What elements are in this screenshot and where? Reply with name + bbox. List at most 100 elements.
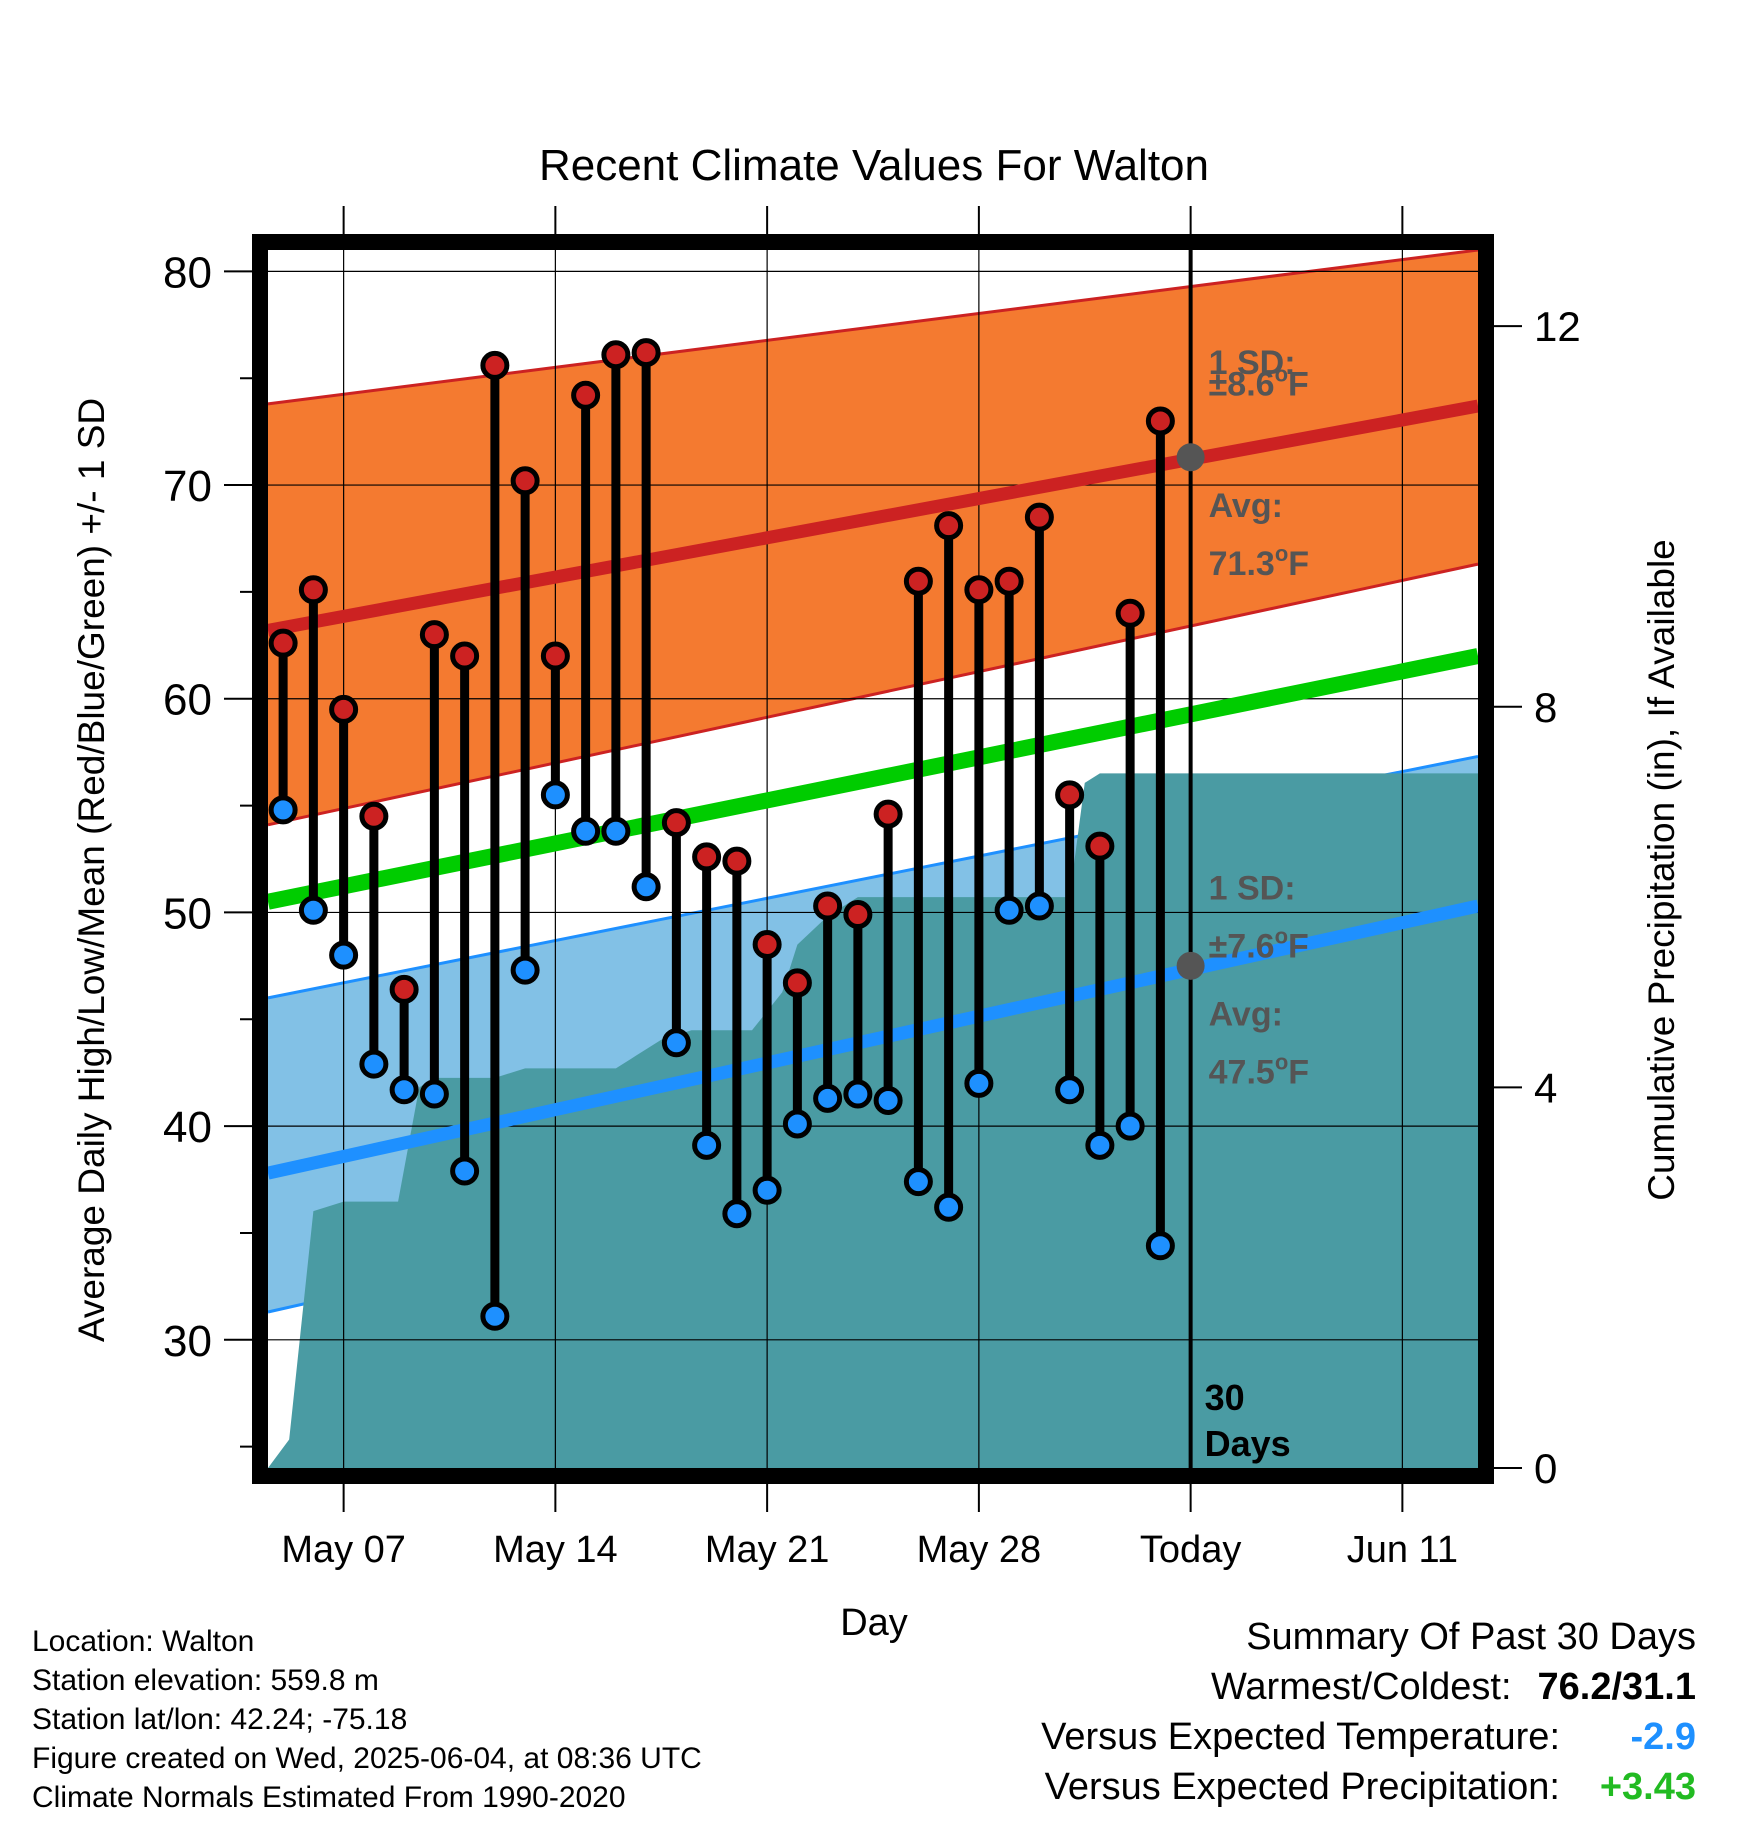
high-band-upper-edge — [267, 248, 1479, 406]
low-point — [359, 1049, 389, 1079]
low-point — [450, 1156, 480, 1186]
low-point — [813, 1083, 843, 1113]
high-point — [964, 575, 994, 605]
low-point — [1085, 1130, 1115, 1160]
y-tick-label: 60 — [163, 676, 212, 725]
low-avg-label: Avg: — [1209, 996, 1283, 1034]
low-point — [964, 1068, 994, 1098]
x-tick-label: May 28 — [917, 1529, 1042, 1571]
low-point — [540, 780, 570, 810]
high-point — [601, 340, 631, 370]
high-point — [752, 929, 782, 959]
high-point — [934, 511, 964, 541]
low-avg-today-marker — [1176, 951, 1205, 980]
high-point — [692, 842, 722, 872]
y2-tick-label: 12 — [1534, 303, 1581, 350]
summary-heading: Summary Of Past 30 Days — [1246, 1616, 1696, 1658]
low-point — [994, 895, 1024, 925]
mean-line — [266, 648, 1480, 910]
y2-tick-label: 4 — [1534, 1064, 1557, 1111]
y2-tick-label: 0 — [1534, 1445, 1557, 1492]
low-point — [1055, 1075, 1085, 1105]
low-point — [752, 1175, 782, 1205]
high-point — [450, 641, 480, 671]
y-tick-label: 40 — [163, 1103, 212, 1152]
summary-panel: Summary Of Past 30 Days Warmest/Coldest:… — [1041, 1612, 1696, 1812]
station-info: Location: Walton Station elevation: 559.… — [32, 1622, 702, 1817]
high-point — [1024, 502, 1054, 532]
high-point — [419, 620, 449, 650]
summary-prcp: Versus Expected Precipitation: +3.43 — [1041, 1762, 1696, 1812]
precipitation-area — [268, 773, 1478, 1468]
high-point — [903, 566, 933, 596]
x-tick-label: May 07 — [281, 1529, 406, 1571]
low-sd-label: 1 SD: — [1209, 870, 1296, 908]
high-point — [722, 846, 752, 876]
high-avg-label: Avg: — [1209, 487, 1283, 525]
low-point — [934, 1192, 964, 1222]
low-point — [419, 1079, 449, 1109]
latlon-text: Station lat/lon: 42.24; -75.18 — [32, 1703, 408, 1736]
high-point — [298, 575, 328, 605]
high-mean-line — [266, 399, 1480, 637]
high-point — [661, 808, 691, 838]
high-point — [1055, 780, 1085, 810]
y2-tick-label: 8 — [1534, 684, 1557, 731]
warm-cold-label: Warmest/Coldest: — [1210, 1666, 1512, 1708]
low-point — [631, 872, 661, 902]
y-axis-label: Average Daily High/Low/Mean (Red/Blue/Gr… — [71, 398, 112, 1342]
high-band-lower-edge — [267, 562, 1479, 827]
x-tick-label: Jun 11 — [1347, 1529, 1458, 1571]
x-tick-label: May 14 — [493, 1529, 618, 1571]
low-point — [782, 1109, 812, 1139]
low-point — [480, 1301, 510, 1331]
low-point — [843, 1079, 873, 1109]
high-point — [268, 628, 298, 658]
temp-label: Versus Expected Temperature: — [1041, 1716, 1560, 1758]
x-axis-label: Day — [840, 1602, 908, 1644]
high-avg-today-marker — [1176, 443, 1205, 472]
high-point — [389, 974, 419, 1004]
low-point — [1145, 1231, 1175, 1261]
chart-title: Recent Climate Values For Walton — [539, 141, 1209, 190]
high-point — [571, 380, 601, 410]
low-sd-value: ±7.6oF — [1209, 923, 1309, 965]
high-point — [843, 900, 873, 930]
low-mean-line — [266, 899, 1480, 1180]
created-text: Figure created on Wed, 2025-06-04, at 08… — [32, 1742, 702, 1775]
y2-axis-label: Cumulative Precipitation (in), If Availa… — [1641, 539, 1682, 1201]
prcp-label: Versus Expected Precipitation: — [1044, 1766, 1560, 1808]
high-point — [1145, 406, 1175, 436]
y-tick-label: 50 — [163, 889, 212, 938]
today-days-line2: Days — [1205, 1423, 1291, 1464]
low-point — [1115, 1111, 1145, 1141]
warm-cold-value: 76.2/31.1 — [1537, 1666, 1696, 1708]
summary-temp: Versus Expected Temperature: -2.9 — [1041, 1712, 1696, 1762]
y-tick-label: 30 — [163, 1317, 212, 1366]
high-sd-label: 1 SD: — [1209, 344, 1296, 382]
y-tick-label: 80 — [163, 248, 212, 297]
y-tick-label: 70 — [163, 462, 212, 511]
location-text: Location: Walton — [32, 1625, 255, 1658]
low-point — [571, 816, 601, 846]
low-avg-value: 47.5oF — [1209, 1049, 1309, 1091]
high-point — [631, 338, 661, 368]
high-point — [782, 968, 812, 998]
high-point — [873, 799, 903, 829]
high-point — [329, 694, 359, 724]
plot-frame — [252, 234, 1494, 1484]
low-point — [298, 895, 328, 925]
normals-text: Climate Normals Estimated From 1990-2020 — [32, 1781, 626, 1814]
low-point — [903, 1167, 933, 1197]
high-point — [1085, 831, 1115, 861]
high-point — [1115, 598, 1145, 628]
x-tick-label: May 21 — [705, 1529, 830, 1571]
high-sd-band — [268, 250, 1478, 825]
x-tick-label: Today — [1140, 1529, 1241, 1571]
temp-value: -2.9 — [1630, 1716, 1696, 1758]
low-point — [510, 955, 540, 985]
low-point — [661, 1028, 691, 1058]
today-days-line1: 30 — [1205, 1377, 1245, 1418]
low-point — [873, 1085, 903, 1115]
